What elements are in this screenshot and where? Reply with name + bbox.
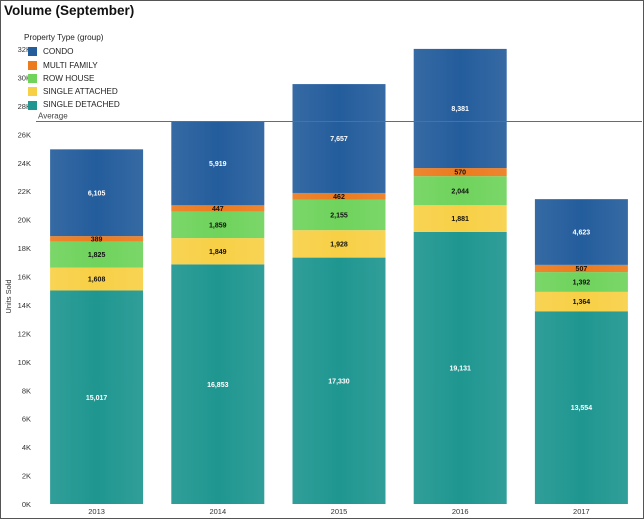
y-tick-label: 18K bbox=[18, 244, 31, 253]
legend-label: SINGLE ATTACHED bbox=[43, 87, 118, 97]
legend-item-single-detached[interactable]: SINGLE DETACHED bbox=[24, 98, 120, 111]
legend-item-row-house[interactable]: ROW HOUSE bbox=[24, 72, 120, 85]
bar-segment-condo-2016 bbox=[413, 48, 507, 169]
y-axis-title: Units Sold bbox=[4, 279, 13, 313]
data-label: 4,623 bbox=[573, 230, 591, 237]
legend-swatch bbox=[28, 47, 37, 57]
legend-label: SINGLE DETACHED bbox=[43, 100, 120, 110]
y-tick-label: 10K bbox=[18, 358, 31, 367]
legend-swatch bbox=[28, 87, 37, 97]
legend: Property Type (group) CONDO MULTI FAMILY R… bbox=[24, 31, 120, 112]
y-tick-label: 12K bbox=[18, 329, 31, 338]
data-label: 1,364 bbox=[573, 299, 591, 306]
bar-segment-single-attached-2013 bbox=[50, 267, 144, 291]
data-label: 507 bbox=[576, 266, 588, 273]
y-tick-label: 4K bbox=[22, 443, 31, 452]
legend-item-condo[interactable]: CONDO bbox=[24, 45, 120, 58]
reference-line-label: Average bbox=[38, 112, 68, 121]
y-tick-label: 24K bbox=[18, 159, 31, 168]
y-tick-label: 8K bbox=[22, 386, 31, 395]
bar-segment-row-house-2016 bbox=[413, 176, 507, 206]
x-tick-label: 2017 bbox=[573, 507, 590, 516]
data-label: 1,928 bbox=[330, 241, 348, 248]
bar-segment-single-attached-2014 bbox=[171, 238, 265, 265]
bar-segment-row-house-2017 bbox=[534, 272, 628, 292]
data-label: 7,657 bbox=[330, 136, 348, 143]
data-label: 2,044 bbox=[451, 188, 469, 195]
data-label: 6,105 bbox=[88, 190, 106, 197]
bar-segment-multi-family-2015 bbox=[292, 192, 386, 200]
bar-segment-single-detached-2017 bbox=[534, 311, 628, 504]
bar-segment-row-house-2015 bbox=[292, 199, 386, 231]
bar-segment-single-detached-2016 bbox=[413, 231, 507, 505]
data-label: 447 bbox=[212, 206, 224, 213]
data-label: 1,859 bbox=[209, 222, 227, 229]
x-tick-label: 2014 bbox=[209, 507, 226, 516]
data-label: 15,017 bbox=[86, 395, 108, 402]
data-label: 1,392 bbox=[573, 280, 591, 287]
bar-segment-multi-family-2013 bbox=[50, 236, 144, 242]
legend-swatch bbox=[28, 74, 37, 84]
data-label: 5,919 bbox=[209, 161, 227, 168]
bar-segment-single-attached-2016 bbox=[413, 205, 507, 232]
legend-swatch bbox=[28, 60, 37, 70]
bar-segment-condo-2014 bbox=[171, 121, 265, 206]
legend-swatch bbox=[28, 100, 37, 110]
bar-segment-single-attached-2017 bbox=[534, 291, 628, 312]
y-tick-label: 14K bbox=[18, 301, 31, 310]
data-label: 17,330 bbox=[328, 378, 350, 385]
data-label: 1,825 bbox=[88, 252, 106, 259]
legend-label: ROW HOUSE bbox=[43, 73, 95, 83]
bar-segment-condo-2017 bbox=[534, 199, 628, 265]
y-tick-label: 16K bbox=[18, 273, 31, 282]
y-tick-label: 26K bbox=[18, 130, 31, 139]
bar-segment-condo-2015 bbox=[292, 84, 386, 193]
bar-segment-single-detached-2013 bbox=[50, 290, 144, 504]
legend-item-multi-family[interactable]: MULTI FAMILY bbox=[24, 59, 120, 72]
bar-segment-row-house-2014 bbox=[171, 211, 265, 239]
x-tick-label: 2015 bbox=[331, 507, 348, 516]
data-label: 389 bbox=[91, 236, 103, 243]
x-tick-label: 2013 bbox=[88, 507, 105, 516]
bar-segment-single-attached-2015 bbox=[292, 230, 386, 258]
legend-label: MULTI FAMILY bbox=[43, 60, 98, 70]
data-label: 1,881 bbox=[451, 216, 469, 223]
y-tick-label: 2K bbox=[22, 472, 31, 481]
y-tick-label: 32K bbox=[18, 45, 31, 54]
y-tick-label: 0K bbox=[22, 500, 31, 509]
bar-segment-row-house-2013 bbox=[50, 241, 144, 268]
legend-item-single-attached[interactable]: SINGLE ATTACHED bbox=[24, 85, 120, 98]
data-label: 1,849 bbox=[209, 249, 227, 256]
data-label: 16,853 bbox=[207, 382, 229, 389]
bar-segment-multi-family-2017 bbox=[534, 264, 628, 273]
data-label: 8,381 bbox=[451, 106, 469, 113]
data-label: 1,608 bbox=[88, 277, 106, 284]
data-label: 13,554 bbox=[571, 405, 593, 412]
data-label: 19,131 bbox=[449, 366, 471, 373]
x-tick-label: 2016 bbox=[452, 507, 469, 516]
y-tick-label: 6K bbox=[22, 415, 31, 424]
chart-title: Volume (September) bbox=[4, 3, 135, 18]
data-label: 570 bbox=[454, 170, 466, 177]
y-tick-label: 28K bbox=[18, 102, 31, 111]
bar-segment-single-detached-2015 bbox=[292, 257, 386, 504]
y-tick-label: 30K bbox=[18, 73, 31, 82]
bar-segment-condo-2013 bbox=[50, 149, 144, 237]
bar-segment-multi-family-2016 bbox=[413, 168, 507, 177]
legend-title: Property Type (group) bbox=[24, 33, 104, 42]
y-tick-label: 22K bbox=[18, 187, 31, 196]
y-tick-label: 20K bbox=[18, 216, 31, 225]
bar-segment-multi-family-2014 bbox=[171, 205, 265, 212]
data-label: 462 bbox=[333, 194, 345, 201]
data-label: 2,155 bbox=[330, 212, 348, 219]
bar-segment-single-detached-2014 bbox=[171, 264, 265, 504]
legend-label: CONDO bbox=[43, 47, 74, 57]
